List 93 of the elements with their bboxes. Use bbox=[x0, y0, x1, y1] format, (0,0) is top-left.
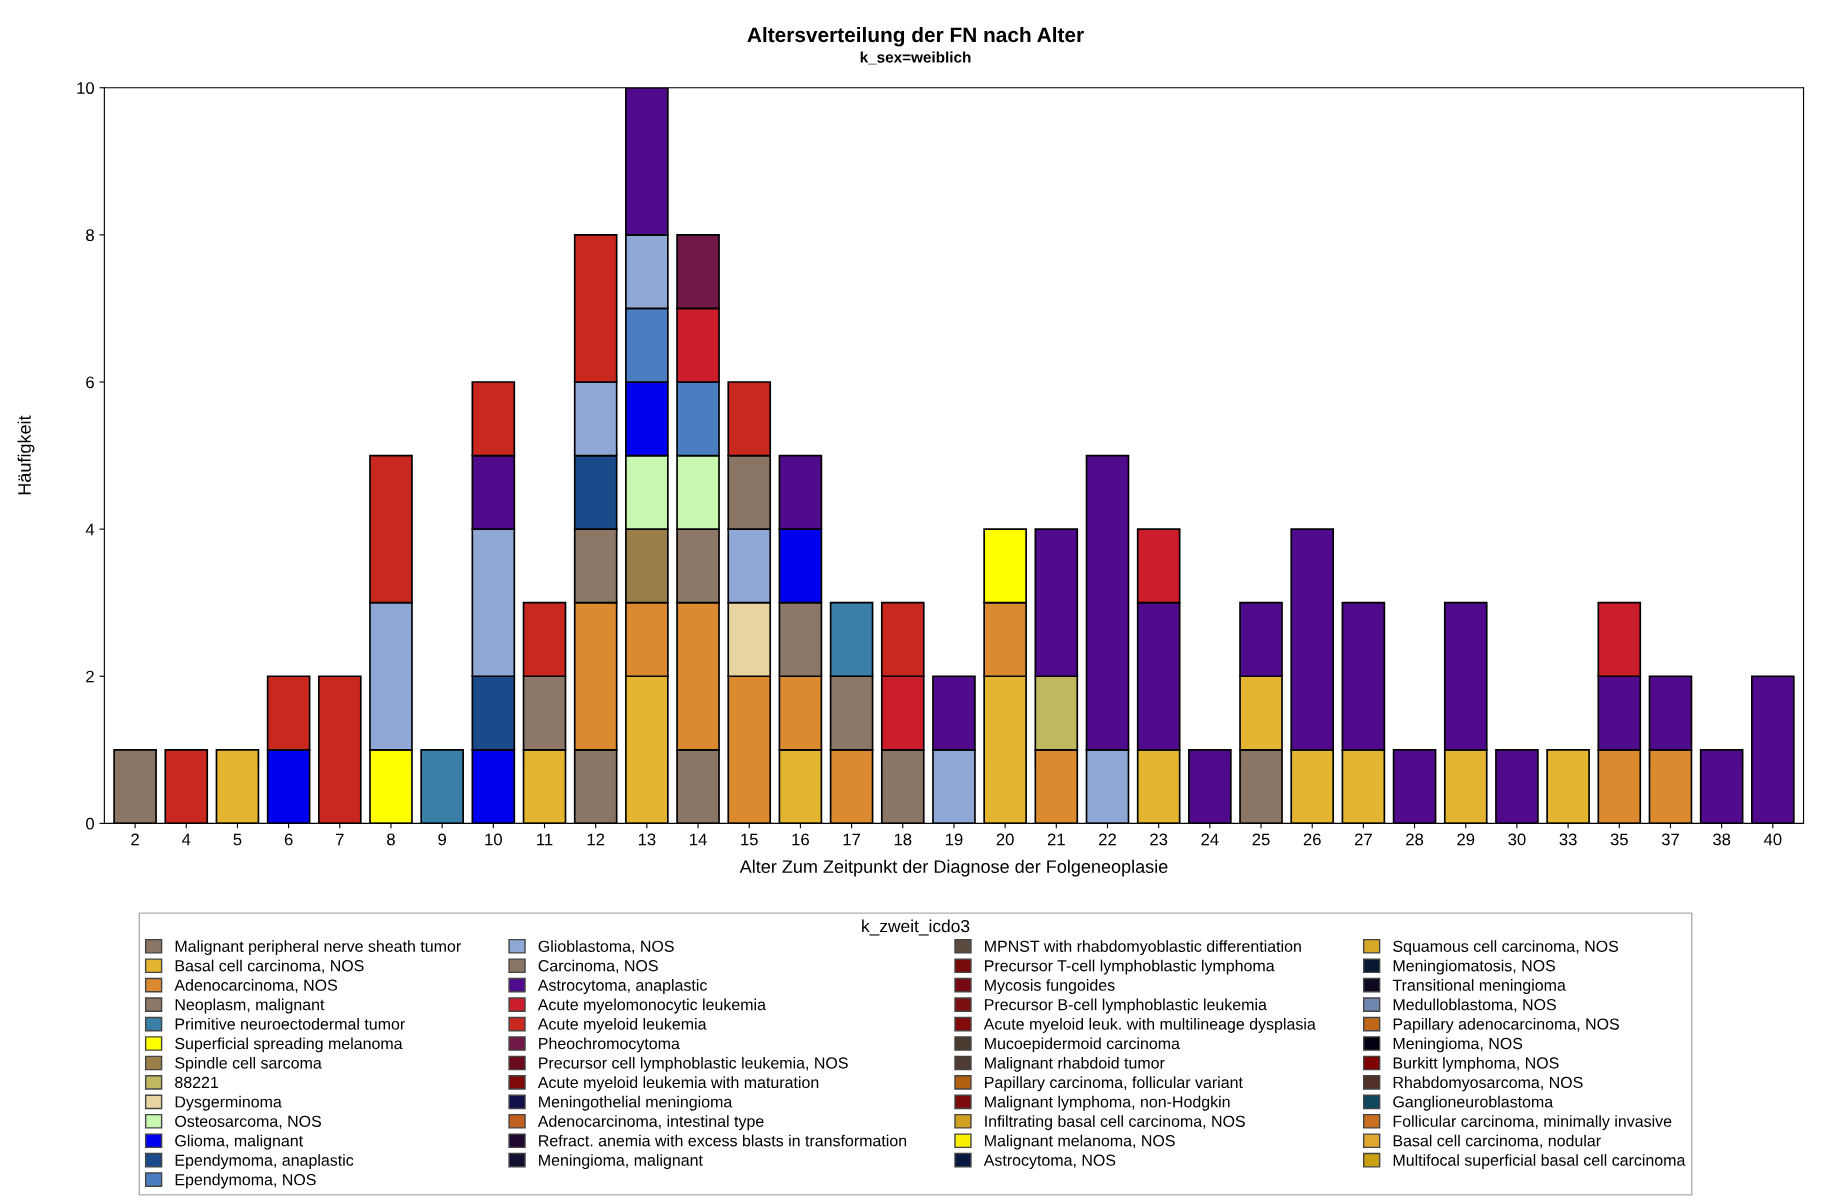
legend-label: Multifocal superficial basal cell carcinoma bbox=[1393, 1154, 1686, 1170]
legend-label: Neoplasm, malignant bbox=[175, 998, 325, 1014]
legend-label: Meningioma, NOS bbox=[1393, 1037, 1523, 1053]
x-tick-label: 11 bbox=[537, 833, 553, 846]
y-tick-label: 10 bbox=[77, 82, 94, 94]
legend-label: Acute myeloid leukemia bbox=[537, 1018, 707, 1033]
x-tick-label: 5 bbox=[233, 833, 242, 846]
x-tick-label: 13 bbox=[638, 833, 656, 846]
x-tick-label: 25 bbox=[1252, 833, 1270, 846]
legend-label: Precursor T-cell lymphoblastic lymphoma bbox=[985, 959, 1275, 975]
x-tick-label: 30 bbox=[1508, 833, 1526, 846]
legend-label: Papillary adenocarcinoma, NOS bbox=[1393, 1018, 1619, 1033]
legend-label: Mycosis fungoides bbox=[985, 979, 1115, 994]
x-tick-label: 35 bbox=[1610, 833, 1628, 846]
legend-label: Astrocytoma, anaplastic bbox=[537, 979, 707, 994]
legend-label: Ependymoma, anaplastic bbox=[175, 1154, 354, 1170]
legend-label: Adenocarcinoma, NOS bbox=[174, 979, 338, 993]
chart-subtitle: k_sex=weiblich bbox=[860, 51, 971, 65]
x-tick-label: 10 bbox=[485, 833, 502, 846]
y-tick-label: 6 bbox=[86, 376, 94, 389]
legend-label: Basal cell carcinoma, nodular bbox=[1393, 1134, 1601, 1149]
legend-label: Acute myeloid leuk. with multilineage dysplasia bbox=[983, 1018, 1316, 1033]
x-tick-label: 22 bbox=[1099, 833, 1116, 846]
y-axis-title: Häufigkeit bbox=[17, 415, 35, 495]
legend-label: Superficial spreading melanoma bbox=[175, 1037, 403, 1053]
x-tick-label: 17 bbox=[843, 833, 861, 846]
legend-label: Medulloblastoma, NOS bbox=[1393, 998, 1556, 1013]
legend-label: Dysgerminoma bbox=[175, 1095, 282, 1111]
legend-label: Burkitt lymphoma, NOS bbox=[1393, 1056, 1559, 1072]
y-tick-label: 0 bbox=[86, 817, 94, 830]
legend-title: k_zweit_icdo3 bbox=[862, 919, 970, 936]
x-tick-label: 15 bbox=[741, 833, 758, 846]
legend-label: Follicular carcinoma, minimally invasive bbox=[1393, 1115, 1672, 1131]
legend-label: Malignant rhabdoid tumor bbox=[985, 1056, 1165, 1072]
legend-label: Glioma, malignant bbox=[175, 1134, 303, 1150]
legend-label: Rhabdomyosarcoma, NOS bbox=[1393, 1076, 1583, 1092]
legend-label: Malignant peripheral nerve sheath tumor bbox=[175, 940, 461, 956]
legend-label: Precursor B-cell lymphoblastic leukemia bbox=[985, 998, 1267, 1014]
x-axis-title: Alter Zum Zeitpunkt der Diagnose der Folgeneoplasie bbox=[739, 859, 1168, 877]
legend-label: Squamous cell carcinoma, NOS bbox=[1393, 940, 1619, 956]
legend-label: MPNST with rhabdomyoblastic differentiation bbox=[985, 940, 1301, 956]
x-tick-label: 19 bbox=[945, 833, 963, 846]
legend-label: Malignant lymphoma, non-Hodgkin bbox=[985, 1095, 1230, 1111]
legend-label: Adenocarcinoma, intestinal type bbox=[537, 1115, 764, 1131]
x-tick-label: 27 bbox=[1354, 833, 1372, 846]
legend-label: Osteosarcoma, NOS bbox=[175, 1115, 322, 1129]
x-tick-label: 2 bbox=[131, 833, 139, 846]
legend-label: Meningioma, malignant bbox=[539, 1154, 703, 1170]
legend-label: Basal cell carcinoma, NOS bbox=[175, 959, 364, 974]
legend-label: Papillary carcinoma, follicular variant bbox=[985, 1076, 1243, 1092]
legend-label: Primitive neuroectodermal tumor bbox=[175, 1018, 405, 1030]
legend-label: Ganglioneuroblastoma bbox=[1393, 1095, 1554, 1111]
x-tick-label: 14 bbox=[690, 833, 707, 846]
x-tick-label: 33 bbox=[1559, 833, 1577, 846]
x-tick-label: 26 bbox=[1303, 833, 1321, 846]
x-tick-label: 12 bbox=[587, 833, 605, 846]
legend-label: Meningothelial meningioma bbox=[539, 1095, 733, 1111]
x-tick-label: 18 bbox=[894, 833, 912, 846]
legend-label: Mucoepidermoid carcinoma bbox=[985, 1037, 1180, 1053]
legend-label: Acute myeloid leukemia with maturation bbox=[537, 1076, 819, 1092]
x-tick-label: 9 bbox=[438, 833, 446, 846]
legend-label: Acute myelomonocytic leukemia bbox=[537, 998, 766, 1014]
legend-label: Pheochromocytoma bbox=[539, 1037, 680, 1053]
legend-label: Transitional meningioma bbox=[1392, 979, 1566, 994]
x-tick-label: 40 bbox=[1763, 833, 1782, 846]
x-tick-label: 24 bbox=[1201, 833, 1219, 846]
x-tick-label: 38 bbox=[1713, 833, 1731, 846]
x-tick-label: 6 bbox=[284, 833, 293, 846]
y-tick-label: 4 bbox=[85, 523, 95, 536]
x-tick-label: 28 bbox=[1406, 833, 1424, 846]
legend-label: Glioblastoma, NOS bbox=[538, 940, 674, 954]
legend-label: Precursor cell lymphoblastic leukemia, NOS bbox=[539, 1056, 848, 1072]
y-tick-label: 8 bbox=[86, 229, 94, 242]
legend-label: Astrocytoma, NOS bbox=[983, 1154, 1116, 1170]
x-tick-label: 8 bbox=[387, 833, 395, 846]
x-tick-label: 23 bbox=[1150, 833, 1168, 846]
legend-label: 88221 bbox=[175, 1076, 219, 1089]
legend-label: Meningiomatosis, NOS bbox=[1393, 959, 1556, 975]
legend-label: Spindle cell sarcoma bbox=[175, 1056, 322, 1072]
legend-label: Infiltrating basal cell carcinoma, NOS bbox=[985, 1115, 1245, 1131]
x-tick-label: 21 bbox=[1047, 833, 1065, 846]
legend-label: Malignant melanoma, NOS bbox=[985, 1134, 1175, 1150]
x-tick-label: 37 bbox=[1661, 833, 1679, 846]
x-tick-label: 29 bbox=[1457, 833, 1475, 846]
x-tick-label: 4 bbox=[182, 833, 191, 846]
x-tick-label: 20 bbox=[996, 833, 1014, 846]
x-tick-label: 16 bbox=[792, 833, 809, 846]
legend-label: Ependymoma, NOS bbox=[175, 1173, 316, 1189]
legend-label: Refract. anemia with excess blasts in transformation bbox=[539, 1134, 907, 1147]
y-tick-label: 2 bbox=[86, 670, 94, 683]
chart-title: Altersverteilung der FN nach Alter bbox=[747, 26, 1084, 47]
legend-label: Carcinoma, NOS bbox=[538, 959, 658, 974]
x-tick-label: 7 bbox=[336, 833, 344, 846]
